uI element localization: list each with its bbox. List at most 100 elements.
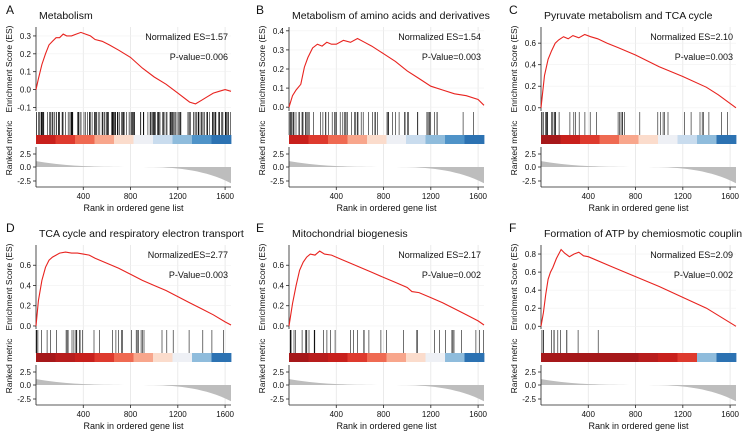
x-tick-label: 800 [629,410,643,419]
y-tick-label: 0.0 [20,86,32,95]
metric-tick-label: -2.5 [270,177,284,186]
metric-tick-label: 2.5 [273,150,285,159]
metric-tick-label: 0.0 [273,163,285,172]
y-tick-label: 0.0 [525,104,537,113]
panel-letter: C [509,3,518,17]
es-curve [540,33,737,109]
color-bar-segment [36,135,56,144]
pvalue-annotation: P-Value=0.003 [422,52,481,62]
color-bar-segment [560,353,581,362]
xlabel: Rank in ordered gene list [588,203,689,213]
y-tick-label: 0.6 [273,261,285,270]
ylabel-es: Enrichment Score (ES) [4,25,14,112]
y-tick-label: 0.0 [273,103,285,112]
es-curve [540,248,737,327]
panel-f: F Formation of ATP by chemiosmotic coupli… [509,221,742,431]
ylabel-es: Enrichment Score (ES) [509,25,519,112]
ranked-metric-area [289,161,484,184]
color-bar-segment [153,353,173,362]
color-bar-segment [133,353,154,362]
metric-tick-label: 2.5 [273,368,285,377]
metric-tick-label: 2.5 [20,368,32,377]
pvalue-annotation: P-value=0.006 [170,52,228,62]
ylabel-ranked-metric: Ranked metric [257,338,267,394]
es-curve [288,250,485,327]
xlabel: Rank in ordered gene list [336,421,437,431]
panel-title: Mitochondrial biogenesis [292,228,408,240]
nes-annotation: Normalized ES=2.09 [650,250,733,260]
metric-tick-label: -2.5 [522,395,536,404]
x-tick-label: 1600 [469,410,487,419]
color-bar-segment [94,135,115,144]
x-tick-label: 1200 [422,410,440,419]
color-bar-segment [211,135,232,144]
hit-marks [35,330,224,353]
y-tick-label: 0.3 [273,46,285,55]
ylabel-ranked-metric: Ranked metric [4,338,14,394]
y-tick-label: 0.3 [20,32,32,41]
x-tick-label: 400 [77,192,91,201]
color-bar-segment [425,135,446,144]
color-bar-segment [406,353,426,362]
metric-tick-label: -2.5 [270,395,284,404]
color-bar-segment [677,135,698,144]
x-tick-label: 800 [377,410,391,419]
nes-annotation: Normalized ES=1.54 [398,32,481,42]
y-tick-label: 0.4 [525,286,537,295]
xlabel: Rank in ordered gene list [588,421,689,431]
y-tick-label: 0.6 [525,268,537,277]
panel-b: B Metabolism of amino acids and derivativ… [256,3,490,213]
color-bar-segment [289,135,309,144]
xlabel: Rank in ordered gene list [83,203,184,213]
y-tick-label: 0.2 [525,82,537,91]
es-curve [35,31,232,105]
color-bar-segment [406,135,426,144]
ylabel-ranked-metric: Ranked metric [509,338,519,394]
color-bar-segment [36,353,56,362]
ranked-metric-area [36,379,231,402]
color-bar-segment [55,353,76,362]
color-bar-segment [192,135,212,144]
color-bar-segment [192,353,212,362]
hit-marks [541,112,728,135]
metric-tick-label: 0.0 [525,163,537,172]
color-bar-segment [386,353,407,362]
x-tick-label: 1600 [469,192,487,201]
y-tick-label: 0.2 [273,302,285,311]
metric-tick-label: -2.5 [522,177,536,186]
y-tick-label: 0.8 [525,250,537,259]
pvalue-annotation: P-Value=0.002 [674,270,733,280]
ranked-metric-area [289,379,484,402]
x-tick-label: 800 [377,192,391,201]
color-bar-segment [619,353,639,362]
color-bar-segment [599,353,620,362]
color-bar-segment [308,353,329,362]
x-tick-label: 1200 [674,410,692,419]
color-bar-segment [599,135,620,144]
panel-title: Formation of ATP by chemiosmotic couplin… [544,228,742,240]
metric-tick-label: 0.0 [20,381,32,390]
y-tick-label: 0.4 [273,281,285,290]
y-tick-label: 0.0 [20,322,32,331]
color-bar-segment [114,353,134,362]
panel-title: Metabolism of amino acids and derivative… [292,10,490,22]
x-tick-label: 1600 [721,192,739,201]
color-bar-segment [580,353,600,362]
panel-d: D TCA cycle and respiratory electron tran… [4,221,244,431]
x-tick-label: 800 [124,410,138,419]
color-bar-segment [153,135,173,144]
y-tick-label: 0.2 [525,304,537,313]
color-bar-segment [133,135,154,144]
xlabel: Rank in ordered gene list [336,203,437,213]
color-bar-segment [697,135,717,144]
y-tick-label: 0.4 [20,281,32,290]
es-curve [288,37,485,108]
color-bar-segment [367,135,387,144]
panel-c: C Pyruvate metabolism and TCA cycle 0.0 0.2… [509,3,740,213]
y-tick-label: 0.0 [273,322,285,331]
color-bar-segment [464,353,485,362]
hit-marks [35,112,231,135]
x-tick-label: 800 [124,192,138,201]
ylabel-ranked-metric: Ranked metric [4,120,14,176]
color-bar-segment [114,135,134,144]
